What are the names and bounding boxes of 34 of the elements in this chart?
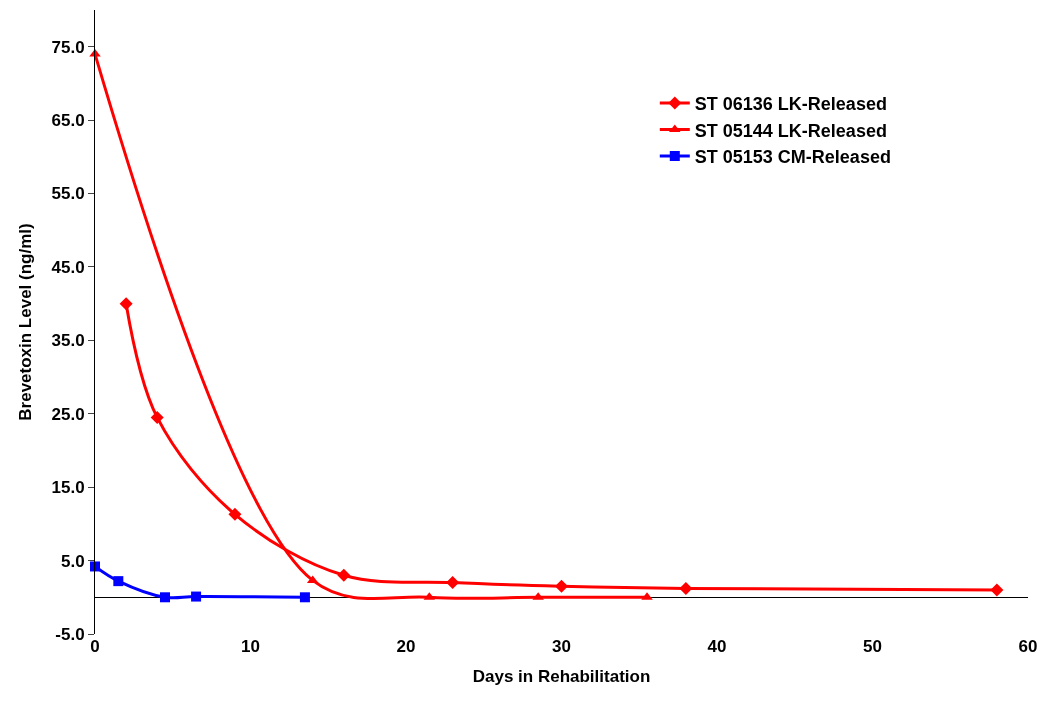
y-axis-title: Brevetoxin Level (ng/ml) xyxy=(16,223,36,421)
point xyxy=(990,583,1004,597)
point xyxy=(191,591,202,602)
x-tick-label: 50 xyxy=(863,637,882,656)
x-tick-label: 40 xyxy=(707,637,727,656)
y-tick-label: 15.0 xyxy=(51,478,85,498)
y-tick-label: 55.0 xyxy=(51,184,85,204)
x-tick-label: 10 xyxy=(241,637,260,656)
y-tick-label: 65.0 xyxy=(51,111,85,131)
x-tick-label: 30 xyxy=(552,637,571,656)
point xyxy=(159,592,170,603)
y-tick-label: 5.0 xyxy=(60,551,85,571)
y-tick-label: 75.0 xyxy=(51,37,85,57)
legend-label: ST 05144 LK-Released xyxy=(694,120,887,141)
point xyxy=(119,297,133,311)
legend-label: ST 05153 CM-Released xyxy=(694,146,891,167)
x-axis-title: Days in Rehabilitation xyxy=(472,667,651,687)
y-tick-label: 45.0 xyxy=(51,257,85,277)
point xyxy=(679,581,693,595)
x-tick-label: 0 xyxy=(90,637,100,656)
point xyxy=(299,592,310,603)
y-tick-label: 25.0 xyxy=(51,404,85,424)
x-tick-label: 60 xyxy=(1018,637,1038,656)
point xyxy=(150,410,164,424)
y-tick-label: 35.0 xyxy=(51,331,85,351)
y-tick-label: -5.0 xyxy=(55,624,85,644)
point xyxy=(90,561,100,572)
x-tick-label: 20 xyxy=(396,637,416,656)
point xyxy=(337,568,351,582)
point xyxy=(446,576,460,590)
point xyxy=(555,579,568,593)
point xyxy=(113,576,124,587)
point xyxy=(228,507,242,521)
legend-label: ST 06136 LK-Released xyxy=(694,94,887,115)
